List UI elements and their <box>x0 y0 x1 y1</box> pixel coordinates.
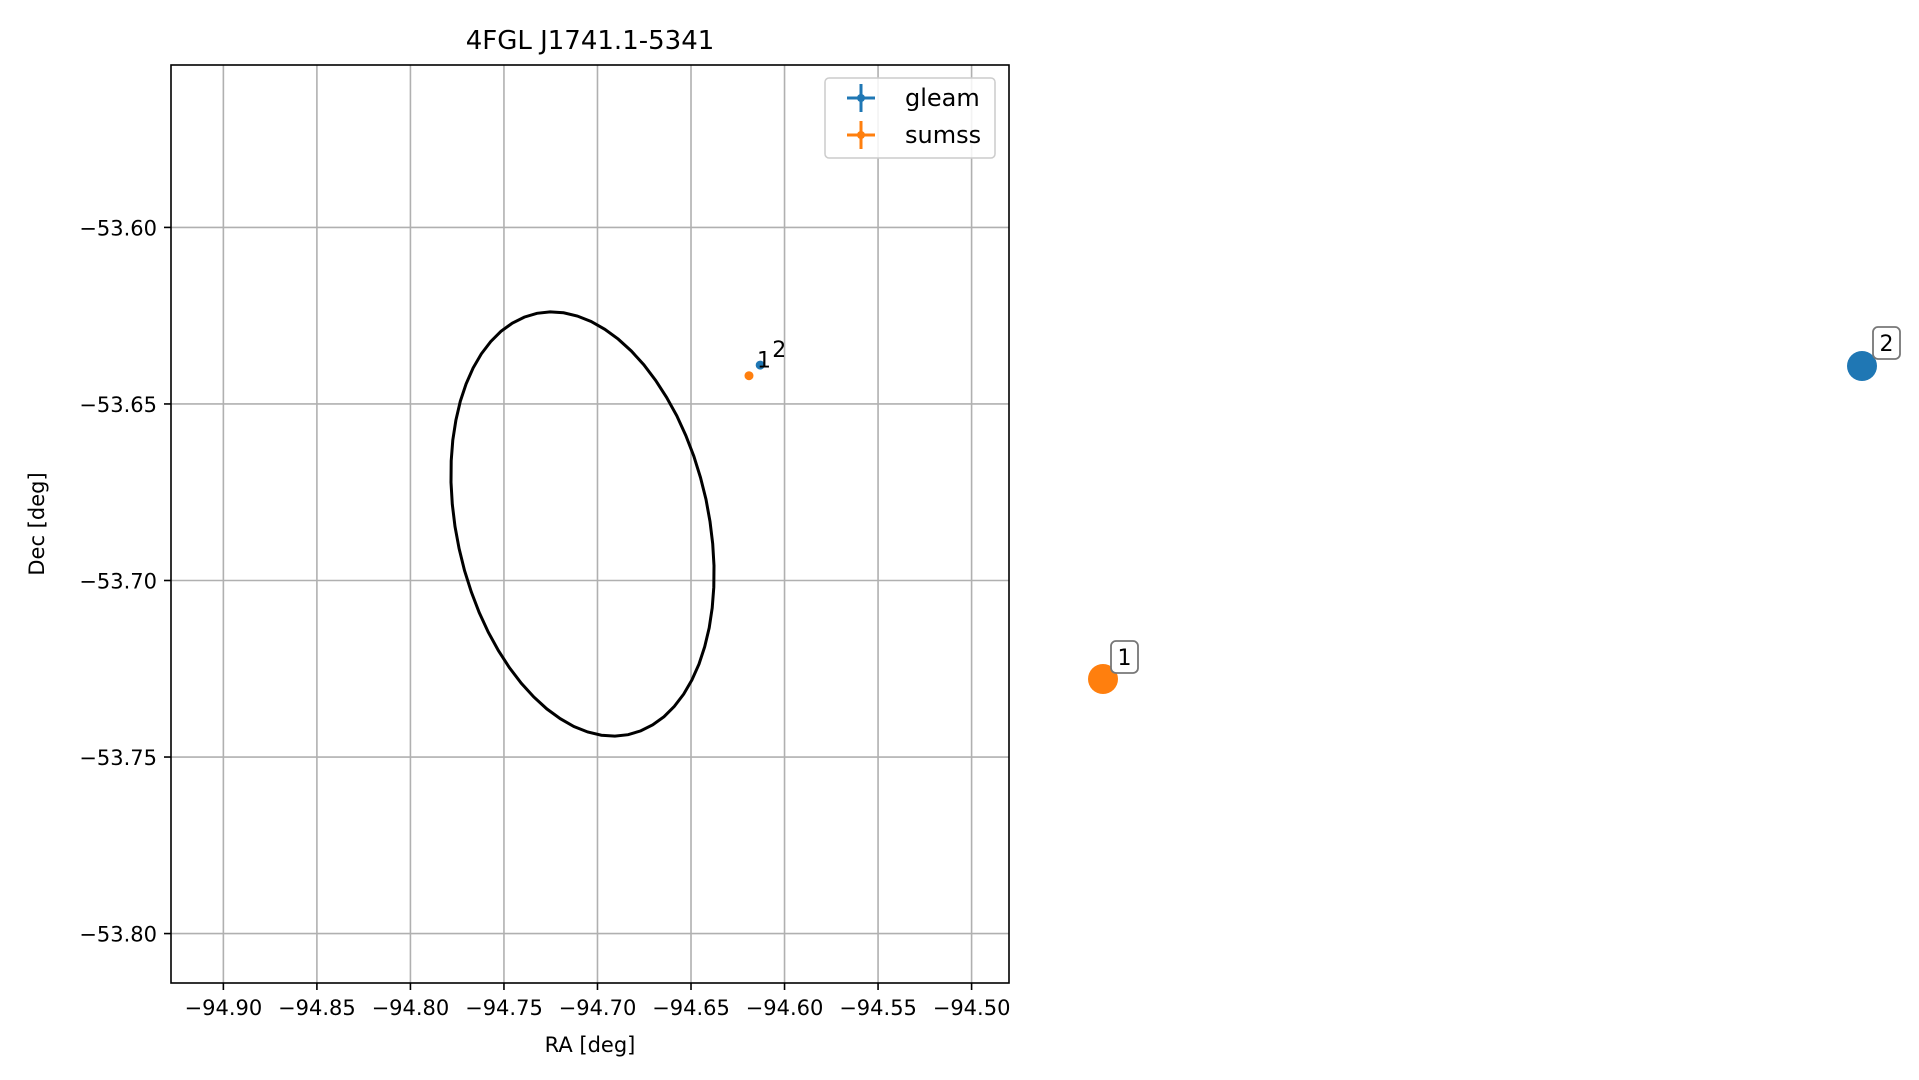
zoom-marker-2: 2 <box>1847 326 1901 381</box>
zoom-marker-2-label: 2 <box>1880 332 1894 357</box>
zoom-marker-1: 1 <box>1088 640 1139 694</box>
x-tick-label: −94.65 <box>652 996 730 1020</box>
legend: gleam sumss <box>824 77 996 159</box>
x-tick-label: −94.50 <box>933 996 1011 1020</box>
x-tick-label: −94.60 <box>746 996 824 1020</box>
y-tick-label: −53.75 <box>79 746 157 770</box>
x-axis-label: RA [deg] <box>545 1033 636 1057</box>
zoom-marker-1-label: 1 <box>1118 646 1132 671</box>
legend-label-gleam: gleam <box>905 84 980 112</box>
x-tick-label: −94.70 <box>559 996 637 1020</box>
y-axis-ticks: −53.60 −53.65 −53.70 −53.75 −53.80 <box>79 216 171 947</box>
zoom-marker-2-box <box>1872 326 1901 360</box>
zoom-marker-1-dot <box>1088 664 1118 694</box>
x-tick-label: −94.55 <box>839 996 917 1020</box>
x-tick-label: −94.80 <box>372 996 450 1020</box>
point-label-sumss: 1 <box>757 349 771 374</box>
legend-label-sumss: sumss <box>905 121 981 149</box>
y-tick-label: −53.70 <box>79 569 157 593</box>
legend-marker-sumss <box>847 121 875 149</box>
y-tick-label: −53.65 <box>79 393 157 417</box>
legend-marker-gleam <box>847 84 875 112</box>
y-axis-label: Dec [deg] <box>25 472 49 575</box>
x-tick-label: −94.90 <box>185 996 263 1020</box>
y-tick-label: −53.80 <box>79 923 157 947</box>
point-label-gleam: 2 <box>772 338 786 363</box>
data-point-sumss <box>744 371 754 381</box>
plot-frame <box>170 64 1010 984</box>
zoom-marker-2-dot <box>1847 351 1877 381</box>
x-axis-ticks: −94.90 −94.85 −94.80 −94.75 −94.70 −94.65 −94.… <box>185 983 1011 1020</box>
x-tick-label: −94.85 <box>278 996 356 1020</box>
data-point-gleam <box>755 360 765 370</box>
x-tick-label: −94.75 <box>465 996 543 1020</box>
chart-title: 4FGL J1741.1-5341 <box>466 26 715 56</box>
data-points: 21 <box>744 338 786 381</box>
zoom-marker-1-box <box>1110 640 1139 674</box>
y-tick-label: −53.60 <box>79 216 157 240</box>
grid-lines <box>171 65 1009 983</box>
localization-ellipse <box>449 310 716 738</box>
